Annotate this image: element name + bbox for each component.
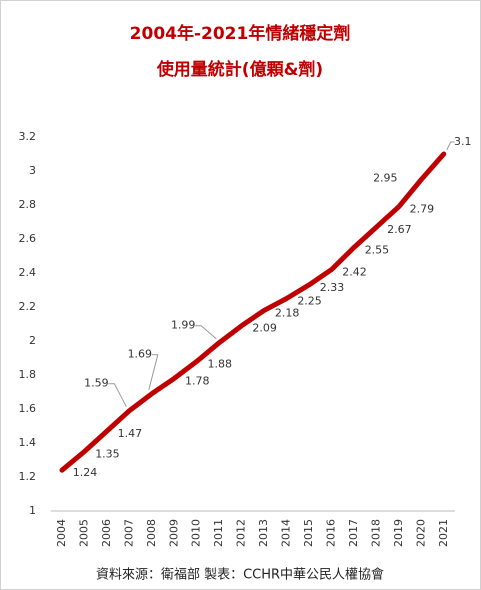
data-label: 1.99 — [171, 319, 196, 332]
data-label: 1.47 — [118, 427, 143, 440]
x-tick-label: 2012 — [235, 519, 248, 547]
y-tick-label: 2.6 — [19, 232, 37, 245]
y-tick-label: 1.4 — [19, 436, 37, 449]
data-label: 1.78 — [185, 374, 210, 387]
data-line — [59, 151, 447, 473]
data-label: 2.42 — [342, 266, 367, 279]
x-tick-label: 2009 — [167, 519, 180, 547]
data-label: 1.69 — [128, 348, 153, 361]
data-label: 2.55 — [365, 244, 390, 257]
data-label: 2.18 — [275, 306, 300, 319]
x-tick-label: 2018 — [369, 519, 382, 547]
x-tick-label: 2019 — [392, 519, 405, 547]
source-note: 資料來源：衛福部 製表：CCHR中華公民人權協會 — [96, 568, 384, 583]
leader-line — [195, 325, 217, 340]
x-tick-label: 2005 — [77, 519, 90, 547]
x-tick-label: 2016 — [324, 519, 337, 547]
x-tick-label: 2017 — [347, 519, 360, 547]
data-label: 2.95 — [373, 172, 398, 185]
x-tick-label: 2011 — [212, 519, 225, 547]
x-tick-label: 2010 — [190, 519, 203, 547]
leader-line — [148, 354, 159, 390]
y-tick-label: 2 — [29, 334, 36, 347]
data-label: 1.24 — [73, 466, 98, 479]
x-tick-label: 2014 — [280, 519, 293, 547]
y-tick-label: 1.6 — [19, 402, 37, 415]
data-label: 2.67 — [387, 223, 412, 236]
data-label: 1.35 — [95, 448, 120, 461]
chart-title: 2004年-2021年情緒穩定劑 — [130, 23, 351, 44]
x-tick-label: 2007 — [122, 519, 135, 547]
data-label: 1.88 — [207, 357, 232, 370]
x-tick-label: 2021 — [437, 519, 450, 547]
data-label: 2.33 — [320, 281, 345, 294]
x-tick-label: 2008 — [145, 519, 158, 547]
data-label: 2.09 — [252, 322, 277, 335]
y-tick-label: 2.4 — [19, 266, 37, 279]
chart-subtitle: 使用量統計(億顆&劑) — [156, 59, 323, 80]
data-label: 3.1 — [454, 135, 472, 148]
leader-line — [108, 383, 127, 407]
data-label: 1.59 — [84, 377, 109, 390]
x-tick-label: 2004 — [55, 519, 68, 547]
y-tick-label: 1.8 — [19, 368, 37, 381]
y-tick-label: 2.2 — [19, 300, 37, 313]
y-tick-label: 1.2 — [19, 470, 37, 483]
y-tick-label: 1 — [29, 504, 36, 517]
x-tick-label: 2006 — [100, 519, 113, 547]
x-tick-label: 2013 — [257, 519, 270, 547]
data-label: 2.79 — [410, 203, 435, 216]
y-tick-label: 3.2 — [19, 130, 37, 143]
x-tick-label: 2015 — [302, 519, 315, 547]
leader-line — [446, 141, 455, 151]
x-tick-label: 2020 — [414, 519, 427, 547]
y-tick-label: 2.8 — [19, 198, 37, 211]
data-label: 2.25 — [297, 295, 322, 308]
y-tick-label: 3 — [29, 164, 36, 177]
